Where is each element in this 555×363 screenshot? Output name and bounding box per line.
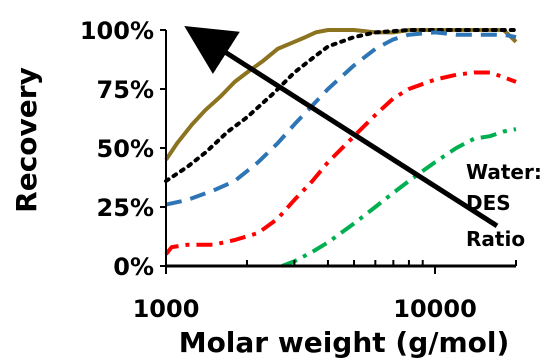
trend-arrow [184, 25, 499, 228]
x-tick-label-0: 1000 [133, 295, 200, 323]
y-axis-label: Recovery [10, 67, 43, 213]
y-tick-label-0: 0% [113, 253, 154, 281]
x-axis-label: Molar weight (g/mol) [179, 326, 510, 359]
y-tick-label-1: 25% [97, 194, 154, 222]
series-line-4 [281, 127, 517, 268]
series-line-3 [164, 70, 517, 256]
series-line-2 [165, 30, 517, 207]
x-tick-label-1: 10000 [393, 295, 477, 323]
x-ticks: 1000 10000 [133, 266, 477, 323]
x-minor-ticks [245, 260, 517, 266]
annotation-line-1: Water: [466, 160, 542, 184]
annotation-line-3: Ratio [466, 227, 525, 251]
y-tick-label-3: 75% [97, 76, 154, 104]
series-layer [164, 28, 518, 268]
y-tick-label-4: 100% [80, 17, 154, 45]
series-line-0 [164, 28, 518, 161]
y-ticks: 0% 25% 50% 75% 100% [80, 17, 166, 281]
series-line-1 [164, 28, 518, 183]
annotation-line-2: DES [466, 191, 511, 215]
y-tick-label-2: 50% [97, 135, 154, 163]
